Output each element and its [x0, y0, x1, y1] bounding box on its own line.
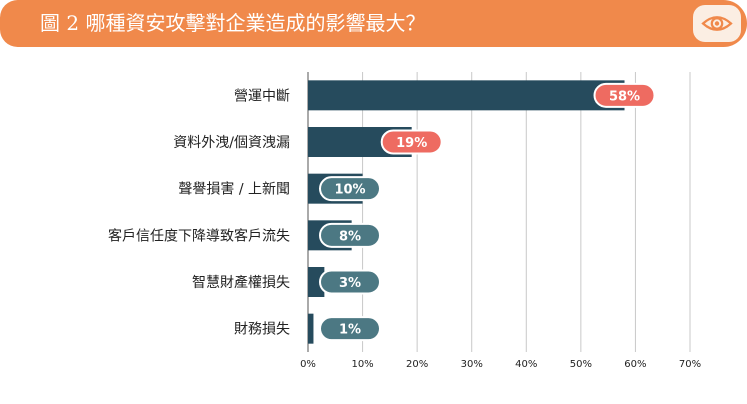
value-pill — [319, 222, 381, 248]
x-tick-label: 40% — [515, 359, 537, 370]
eye-icon — [701, 16, 733, 31]
category-label: 營運中斷 — [234, 88, 290, 104]
category-label: 財務損失 — [234, 322, 290, 338]
title-banner: 圖 2 哪種資安攻擊對企業造成的影響最大？ — [0, 0, 747, 47]
x-tick-label: 30% — [461, 359, 483, 370]
category-label: 資料外洩/個資洩漏 — [173, 135, 290, 151]
value-pill — [380, 129, 443, 155]
value-pill — [319, 269, 381, 295]
x-tick-label: 20% — [406, 359, 428, 370]
x-tick-label: 70% — [679, 359, 701, 370]
value-pill — [319, 316, 381, 342]
category-label: 客戶信任度下降導致客戶流失 — [108, 227, 290, 244]
bar — [308, 80, 625, 111]
value-pill — [593, 82, 656, 108]
value-label: 3% — [339, 276, 361, 291]
x-tick-label: 10% — [351, 359, 373, 370]
value-label: 8% — [339, 229, 361, 244]
page-title: 圖 2 哪種資安攻擊對企業造成的影響最大？ — [40, 11, 426, 35]
value-pill — [319, 176, 381, 202]
value-label: 58% — [609, 89, 640, 104]
category-label: 智慧財產權損失 — [192, 274, 290, 291]
bar — [308, 313, 314, 344]
value-label: 10% — [334, 183, 365, 198]
x-tick-label: 60% — [624, 359, 646, 370]
category-label: 聲譽損害 / 上新聞 — [178, 181, 290, 198]
bar — [308, 267, 325, 297]
x-tick-label: 0% — [300, 359, 316, 370]
view-button[interactable] — [693, 5, 741, 42]
value-label: 19% — [396, 136, 427, 151]
x-tick-label: 50% — [570, 359, 592, 370]
value-label: 1% — [339, 323, 361, 338]
